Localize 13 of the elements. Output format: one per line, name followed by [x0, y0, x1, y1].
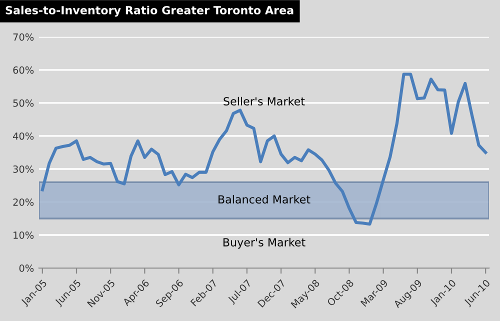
- chart-title: Sales-to-Inventory Ratio Greater Toronto Area: [6, 6, 294, 17]
- y-tick-label: 20%: [13, 198, 34, 206]
- y-tick-label: 0%: [19, 264, 34, 272]
- y-tick-label: 70%: [13, 33, 34, 41]
- y-tick-label: 10%: [14, 231, 34, 239]
- annotation: Seller's Market: [224, 96, 305, 106]
- y-tick-label: 30%: [13, 165, 34, 173]
- y-tick-label: 50%: [13, 99, 34, 107]
- y-tick-label: 60%: [13, 66, 34, 74]
- band-label: Balanced Market: [218, 194, 310, 204]
- line-series: [40, 72, 488, 226]
- y-tick-label: 40%: [13, 132, 34, 140]
- annotation: Buyer's Market: [223, 238, 306, 249]
